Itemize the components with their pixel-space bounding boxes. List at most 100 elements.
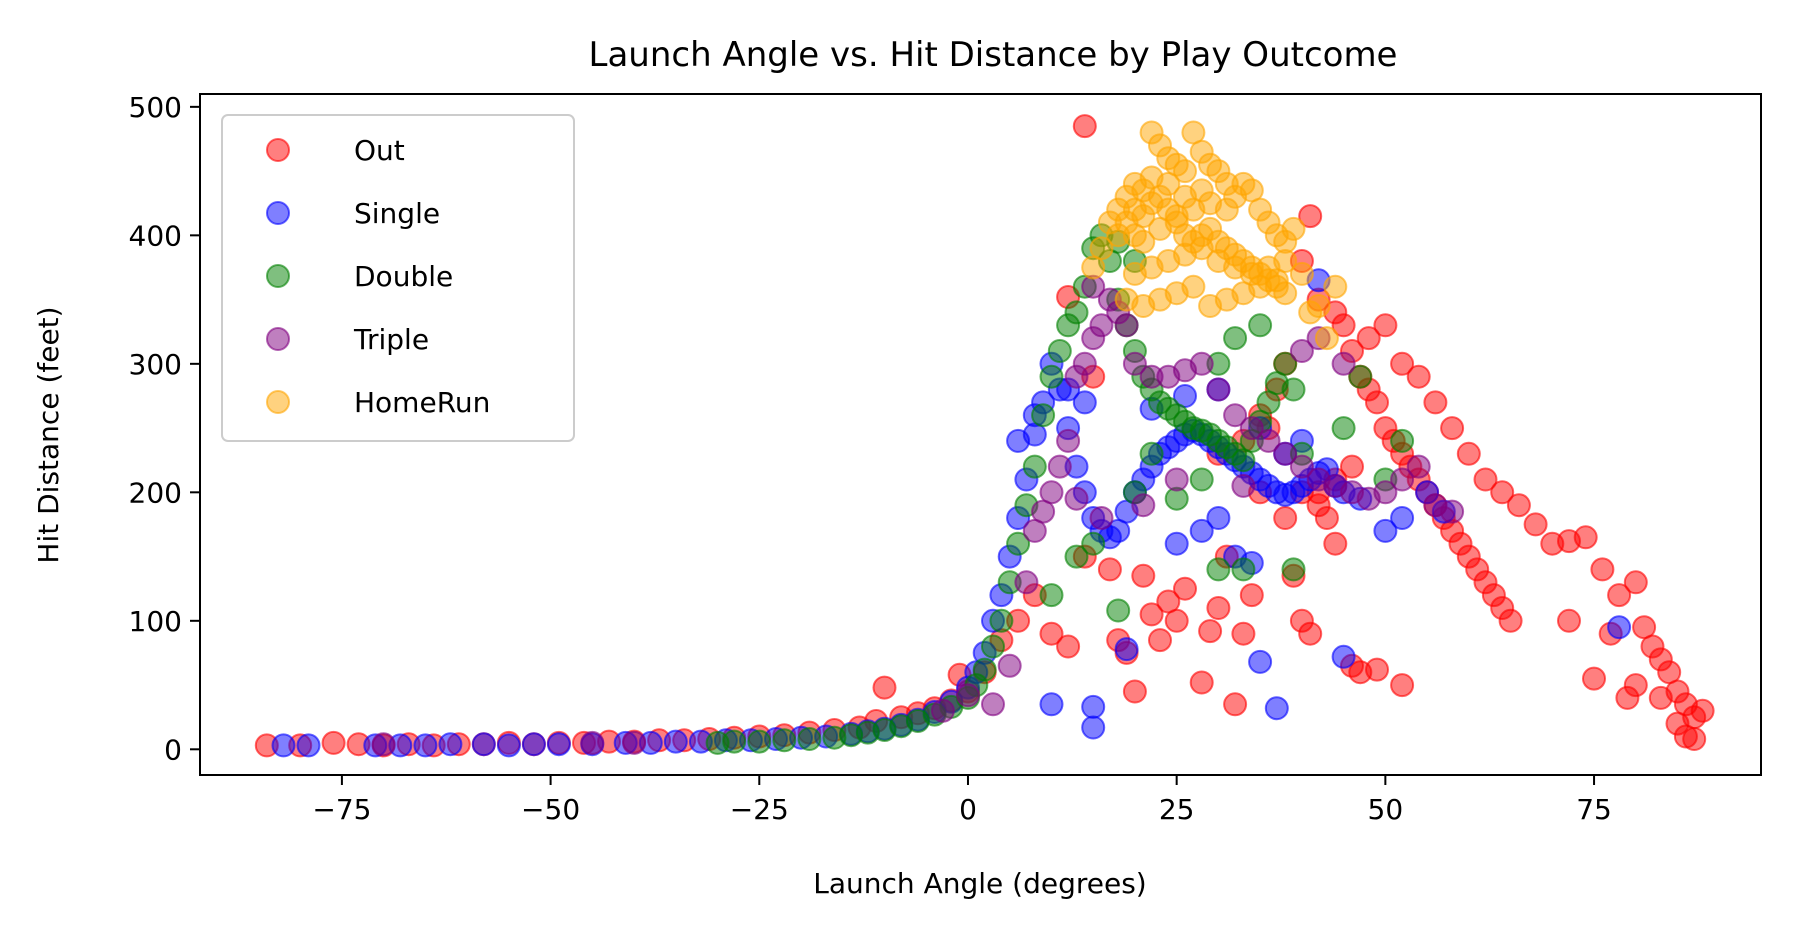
point-out-108	[1523, 512, 1548, 537]
point-double-70	[1223, 326, 1248, 351]
point-homerun-80	[1139, 165, 1164, 190]
point-double-16	[981, 634, 1005, 659]
plot-area-frame	[199, 93, 1762, 776]
point-out-25	[872, 675, 897, 700]
point-out-65	[1298, 621, 1323, 646]
point-triple-22	[1189, 351, 1214, 376]
point-out-100	[1390, 351, 1415, 376]
legend-marker-triple	[266, 327, 290, 351]
legend-marker-homerun	[266, 390, 290, 414]
point-out-56	[1231, 621, 1256, 646]
point-double-54	[1331, 416, 1356, 441]
point-out-132	[1072, 114, 1097, 139]
point-out-49	[1164, 608, 1189, 633]
point-out-98	[1356, 326, 1381, 351]
point-out-57	[1239, 583, 1264, 608]
point-out-136	[1340, 454, 1364, 479]
point-out-2	[321, 730, 346, 755]
point-double-2	[747, 729, 772, 754]
point-out-96	[1365, 657, 1389, 682]
point-single-75	[1081, 715, 1106, 740]
point-homerun-70	[1273, 249, 1298, 273]
point-triple-33	[1373, 480, 1398, 505]
point-single-8	[521, 732, 546, 757]
point-triple-27	[1273, 441, 1298, 466]
point-double-51	[1273, 351, 1298, 376]
point-triple-23	[1206, 377, 1231, 402]
point-homerun-24	[1281, 216, 1306, 241]
point-out-99	[1373, 313, 1398, 338]
point-triple-12	[1056, 428, 1081, 453]
point-out-62	[1273, 506, 1298, 530]
point-triple-37	[1440, 499, 1465, 524]
point-single-87	[1206, 506, 1231, 530]
y-tick-label: 500	[129, 91, 182, 124]
point-double-3	[772, 728, 797, 753]
point-double-55	[1348, 364, 1373, 389]
chart-title: Launch Angle vs. Hit Distance by Play Ou…	[589, 35, 1398, 75]
point-out-129	[1648, 685, 1673, 710]
x-axis: −75 −50 −25 0 25 50 75	[312, 775, 1612, 826]
point-homerun-55	[1181, 274, 1206, 299]
point-triple-2	[622, 730, 647, 755]
point-double-15	[972, 657, 997, 682]
point-out-37	[1056, 634, 1081, 659]
point-double-60	[1231, 557, 1256, 582]
point-out-50	[1173, 576, 1197, 601]
point-out-116	[1623, 570, 1648, 595]
point-out-44	[1122, 679, 1147, 704]
legend-label-homerun: HomeRun	[354, 386, 490, 419]
point-triple-5	[981, 692, 1005, 717]
point-out-128	[1665, 711, 1690, 736]
point-triple-39	[1089, 506, 1114, 530]
point-homerun-29	[1323, 274, 1348, 299]
point-double-58	[1106, 598, 1131, 623]
point-double-24	[1047, 339, 1072, 363]
point-triple-38	[1064, 486, 1089, 511]
point-single-78	[1264, 696, 1289, 721]
point-double-4	[797, 727, 822, 751]
legend-label-triple: Triple	[353, 323, 429, 356]
point-out-111	[1573, 525, 1598, 550]
point-double-61	[1281, 557, 1306, 582]
point-single-85	[1164, 531, 1189, 556]
legend-label-double: Double	[354, 260, 453, 293]
point-out-68	[1323, 531, 1348, 556]
point-out-36	[1039, 621, 1064, 646]
point-out-134	[1306, 493, 1331, 518]
x-axis-label: Launch Angle (degrees)	[813, 867, 1146, 900]
point-triple-0	[371, 732, 396, 757]
point-out-106	[1490, 480, 1515, 505]
point-single-94	[1390, 506, 1415, 530]
point-double-26	[1064, 300, 1089, 325]
point-triple-35	[1406, 454, 1431, 479]
y-tick-label: 0	[164, 733, 182, 766]
point-single-1	[296, 733, 321, 758]
legend-marker-out	[266, 138, 290, 162]
y-tick-label: 300	[129, 348, 182, 381]
point-out-105	[1473, 467, 1498, 492]
point-single-7	[496, 733, 521, 758]
point-single-76	[1114, 637, 1139, 662]
point-single-84	[1072, 390, 1097, 415]
point-triple-6	[997, 653, 1022, 678]
x-tick-label: 75	[1576, 793, 1612, 826]
point-out-70	[1298, 204, 1323, 229]
point-triple-34	[1390, 467, 1415, 492]
point-triple-4	[956, 683, 980, 708]
point-triple-1	[580, 730, 605, 755]
legend-label-out: Out	[354, 134, 405, 167]
point-triple-7	[1014, 570, 1039, 595]
point-out-125	[1690, 698, 1715, 723]
point-triple-3	[930, 698, 955, 723]
legend-marker-double	[266, 264, 290, 288]
point-homerun-11	[1173, 159, 1197, 184]
x-tick-label: −25	[730, 793, 789, 826]
x-tick-label: 25	[1159, 793, 1195, 826]
point-triple-18	[1122, 351, 1147, 376]
point-out-114	[1590, 557, 1615, 582]
point-homerun-78	[1189, 178, 1214, 203]
point-double-21	[1022, 454, 1047, 479]
point-homerun-1	[1089, 236, 1114, 261]
y-tick-label: 100	[129, 605, 182, 638]
